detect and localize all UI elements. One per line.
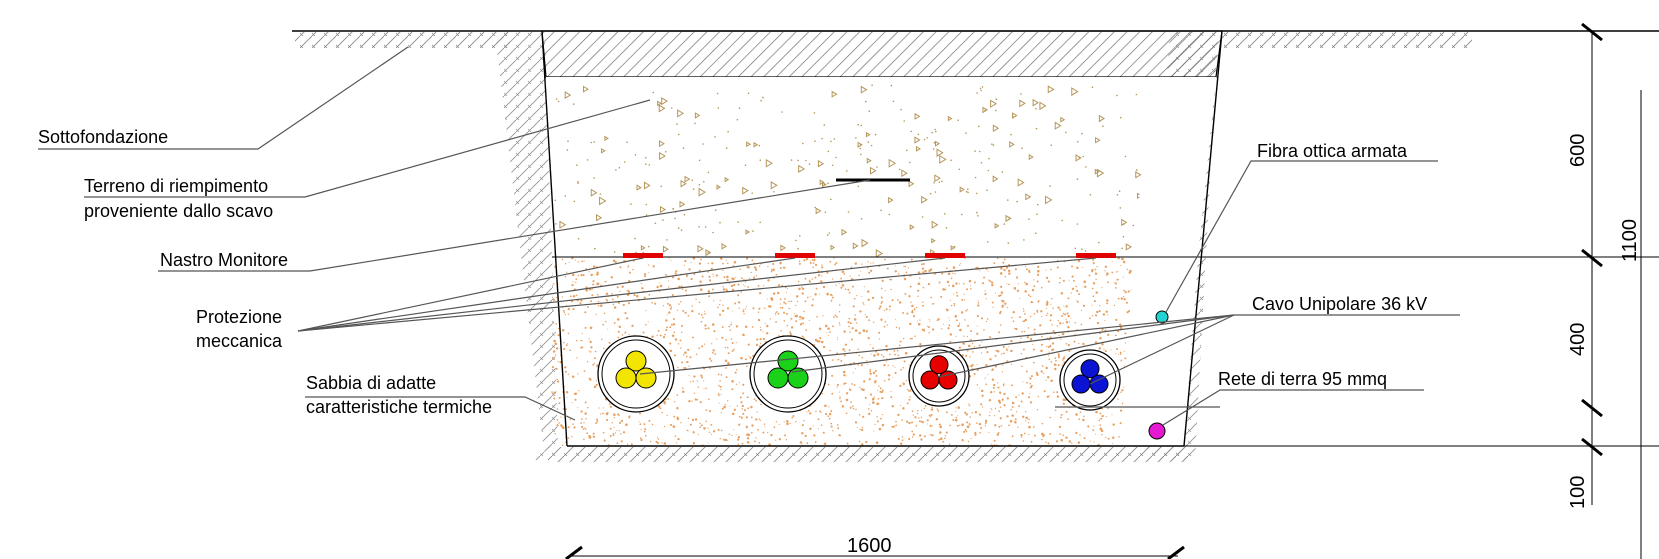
backfill-area [546,77,1216,257]
cable-core [1089,374,1109,394]
label-protezione-1: Protezione [196,307,282,327]
cable-duct-2 [749,335,827,413]
soil-hatch-surface-right [1222,32,1472,48]
leader-protezione-2 [297,257,796,332]
label-sabbia-1: Sabbia di adatte [306,373,436,393]
cable-core [920,370,940,390]
leader-sottofondazione [38,46,409,150]
protezione-strip [925,253,965,258]
dim-tick-left [565,545,583,559]
cable-core [929,355,949,375]
cable-duct-4 [1059,349,1121,411]
label-cavo: Cavo Unipolare 36 kV [1252,294,1427,314]
cable-core [1071,374,1091,394]
dim-label-1100: 1100 [1619,219,1641,262]
cable-core [635,367,657,389]
cable-core [615,367,637,389]
protezione-strip [1076,253,1116,258]
label-nastro: Nastro Monitore [160,250,288,270]
sand-area [552,257,1198,446]
dim-tick-4 [1581,437,1603,457]
label-fibra: Fibra ottica armata [1257,141,1408,161]
cable-duct-3 [908,345,970,407]
dim-label-400: 400 [1567,323,1589,356]
label-protezione-2: meccanica [196,331,283,351]
leader-protezione-3 [297,257,946,332]
dim-tick-1 [1581,22,1603,42]
dim-tick-2 [1581,248,1603,268]
leader-cavo-4 [1089,314,1235,385]
leader-protezione-4 [297,257,1097,332]
cable-core [625,350,647,372]
cable-core [777,350,799,372]
cable-core [1080,359,1100,379]
dim-label-1600: 1600 [847,535,892,557]
fibra-ottica-marker [1155,310,1169,324]
trench-wall-right [1183,30,1223,447]
leader-cavo-3 [937,314,1235,378]
dim-label-600: 600 [1567,134,1589,167]
label-terreno-1: Terreno di riempimento [84,176,268,196]
rete-terra-marker [1148,422,1166,440]
leader-protezione-1 [297,257,644,332]
dim-tick-3 [1581,398,1603,418]
leader-terreno [84,99,651,198]
dim-tick-right [1167,545,1185,559]
trench-wall-left [541,30,568,447]
cable-core [787,367,809,389]
protezione-strip [775,253,815,258]
soil-hatch-surface-left [295,32,510,48]
sottofondazione-layer [541,30,1223,78]
soil-hatch-bottom [548,447,1188,462]
cable-duct-1 [597,335,675,413]
protezione-strip [623,253,663,258]
leader-nastro [158,179,871,272]
leader-sabbia [305,396,576,421]
dim-label-100: 100 [1567,476,1589,509]
leader-fibra [1165,160,1438,313]
label-sabbia-2: caratteristiche termiche [306,397,492,417]
leader-rete [1162,389,1424,426]
backfill-texture [554,84,1150,257]
label-rete: Rete di terra 95 mmq [1218,369,1387,389]
cable-core [767,367,789,389]
leader-lines [38,46,1460,426]
leader-cavo-2 [791,314,1235,373]
horizontal-dimension: 1600 [565,535,1185,559]
cable-ducts [597,335,1121,413]
label-sottofondazione: Sottofondazione [38,127,168,147]
label-terreno-2: proveniente dallo scavo [84,201,273,221]
vertical-dimension: 600 400 100 1100 [1184,22,1659,559]
